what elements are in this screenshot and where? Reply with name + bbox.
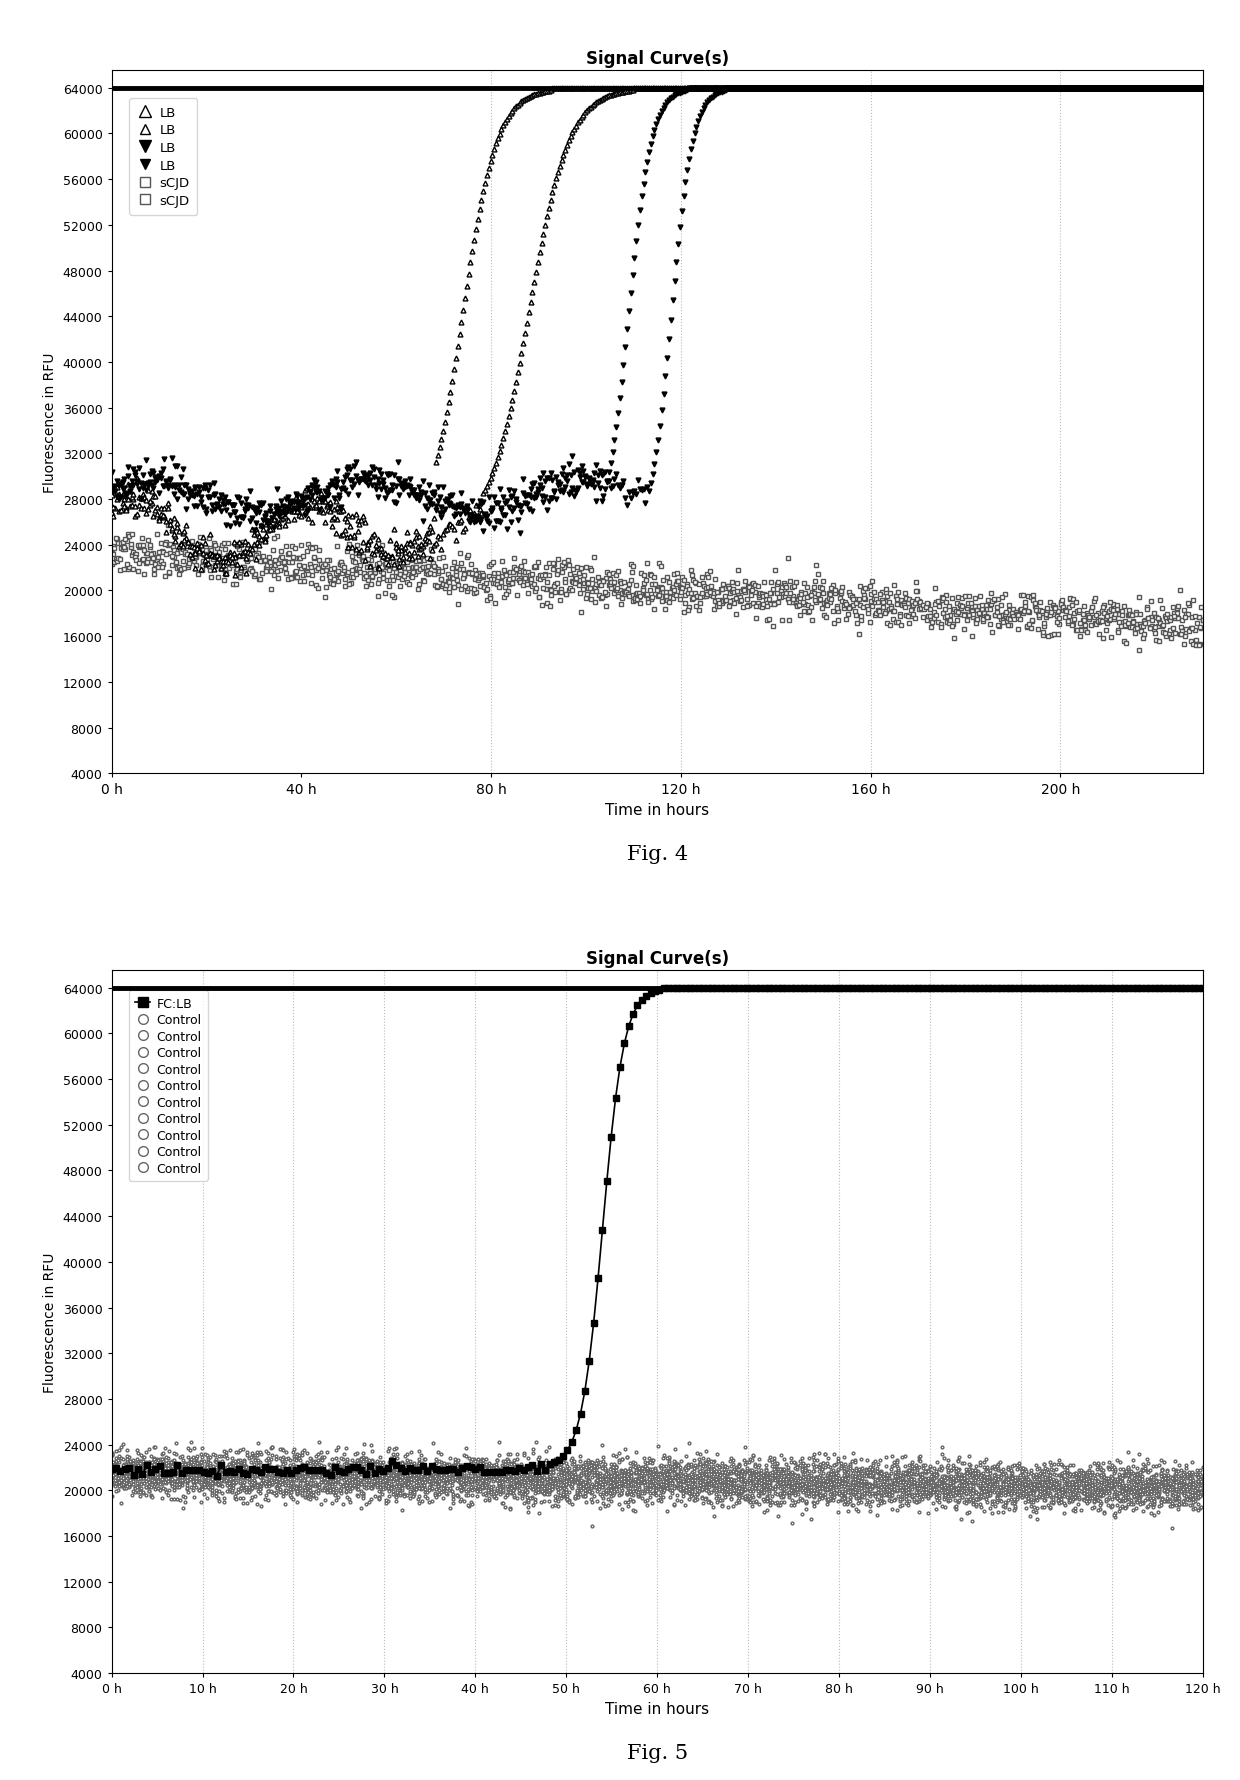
Title: Signal Curve(s): Signal Curve(s): [585, 951, 729, 968]
Y-axis label: Fluorescence in RFU: Fluorescence in RFU: [43, 1251, 57, 1392]
X-axis label: Time in hours: Time in hours: [605, 1700, 709, 1716]
X-axis label: Time in hours: Time in hours: [605, 803, 709, 817]
Legend: LB, LB, LB, LB, sCJD, sCJD: LB, LB, LB, LB, sCJD, sCJD: [129, 100, 197, 215]
Text: Fig. 5: Fig. 5: [626, 1743, 688, 1762]
Text: Fig. 4: Fig. 4: [626, 844, 688, 863]
Legend: FC:LB, Control, Control, Control, Control, Control, Control, Control, Control, C: FC:LB, Control, Control, Control, Contro…: [129, 991, 207, 1182]
Y-axis label: Fluorescence in RFU: Fluorescence in RFU: [43, 352, 57, 493]
Title: Signal Curve(s): Signal Curve(s): [585, 50, 729, 68]
